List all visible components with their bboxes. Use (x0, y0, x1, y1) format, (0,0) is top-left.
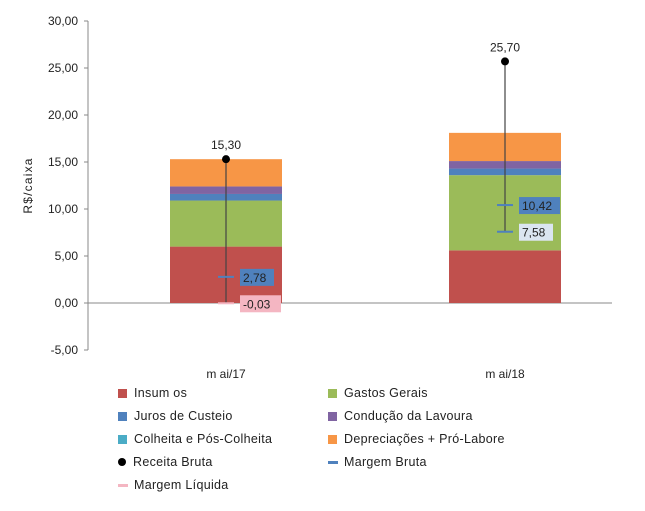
margem-liquida-label-bg (240, 295, 281, 313)
y-tick-label: 30,00 (48, 14, 78, 28)
legend-symbol (328, 434, 337, 444)
legend-label: Margem Líquida (134, 478, 229, 492)
legend-item: Margem Bruta (328, 455, 427, 469)
legend-label: Colheita e Pós-Colheita (134, 432, 273, 446)
legend-item: Depreciações + Pró-Labore (328, 432, 505, 446)
x-tick-label: m ai/18 (485, 367, 525, 381)
legend-symbol (328, 460, 338, 464)
y-tick-label: 25,00 (48, 61, 78, 75)
legend-item: Condução da Lavoura (328, 409, 473, 423)
y-axis-title: R$/caixa (21, 157, 35, 213)
margem-liquida-label-bg (519, 223, 553, 241)
margem-bruta-label-bg (519, 197, 560, 215)
legend-symbol (118, 388, 127, 398)
legend-item: Gastos Gerais (328, 386, 428, 400)
legend-symbol (118, 411, 127, 421)
legend-symbol (328, 388, 337, 398)
y-tick-label: 20,00 (48, 108, 78, 122)
legend-label: Depreciações + Pró-Labore (344, 432, 505, 446)
receita-bruta-marker (501, 57, 509, 66)
legend-symbol (118, 483, 128, 487)
legend-item: Juros de Custeio (118, 409, 233, 423)
legend-item: Receita Bruta (118, 455, 213, 469)
legend-label: Receita Bruta (133, 455, 213, 469)
y-tick-label: 5,00 (55, 249, 79, 263)
legend-label: Margem Bruta (344, 455, 427, 469)
margem-bruta-label-bg (240, 268, 274, 286)
legend-symbol (118, 458, 126, 466)
legend-label: Condução da Lavoura (344, 409, 473, 423)
margem-liquida-label: -0,03 (243, 297, 271, 311)
x-tick-label: m ai/17 (206, 367, 246, 381)
margem-bruta-label: 10,42 (522, 199, 552, 213)
legend-item: Margem Líquida (118, 478, 229, 492)
legend-item: Insum os (118, 386, 187, 400)
margem-liquida-label: 7,58 (522, 226, 546, 240)
receita-bruta-label: 15,30 (211, 138, 241, 152)
receita-bruta-marker (222, 155, 230, 164)
y-tick-label: -5,00 (51, 343, 79, 357)
legend-label: Insum os (134, 386, 188, 400)
legend-label: Gastos Gerais (344, 386, 428, 400)
bar-segment (449, 250, 561, 303)
legend-item: Colheita e Pós-Colheita (118, 432, 272, 446)
legend-symbol (118, 434, 127, 444)
legend-label: Juros de Custeio (134, 409, 233, 423)
legend-symbol (328, 411, 337, 421)
y-tick-label: 10,00 (48, 202, 78, 216)
receita-bruta-label: 25,70 (490, 40, 520, 54)
y-tick-label: 0,00 (55, 296, 79, 310)
margem-bruta-label: 2,78 (243, 271, 267, 285)
y-tick-label: 15,00 (48, 155, 78, 169)
